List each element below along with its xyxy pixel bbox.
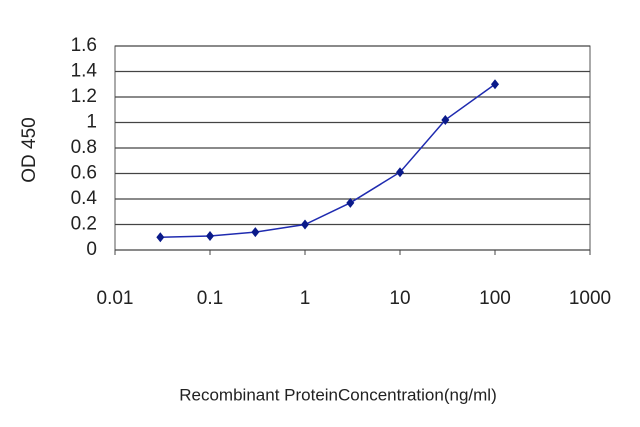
data-point [156,232,165,243]
x-tick-label: 0.1 [197,288,223,309]
y-tick-label: 1.4 [71,61,98,82]
data-point [301,219,309,230]
y-tick-label: 1.6 [71,35,97,56]
x-tick-label: 100 [479,288,511,309]
y-tick-label: 0 [86,239,97,260]
x-tick-label: 10 [389,288,410,309]
y-tick-label: 0.2 [71,214,97,235]
x-tick-label: 1000 [569,288,611,309]
y-tick-label: 1 [86,112,97,133]
y-tick-label: 0.4 [71,188,98,209]
x-axis-label: Recombinant ProteinConcentration(ng/ml) [179,385,497,404]
x-tick-label: 0.01 [97,288,134,309]
y-tick-label: 0.8 [71,137,97,158]
data-line [160,83,496,238]
x-tick-label: 1 [300,288,311,309]
data-point [441,114,450,125]
data-point [206,230,214,241]
data-point [491,79,499,90]
y-axis-label: OD 450 [19,117,40,182]
data-point [251,227,260,238]
y-tick-label: 0.6 [71,163,97,184]
data-point [346,197,355,208]
data-point [396,167,404,178]
y-tick-label: 1.2 [71,86,97,107]
